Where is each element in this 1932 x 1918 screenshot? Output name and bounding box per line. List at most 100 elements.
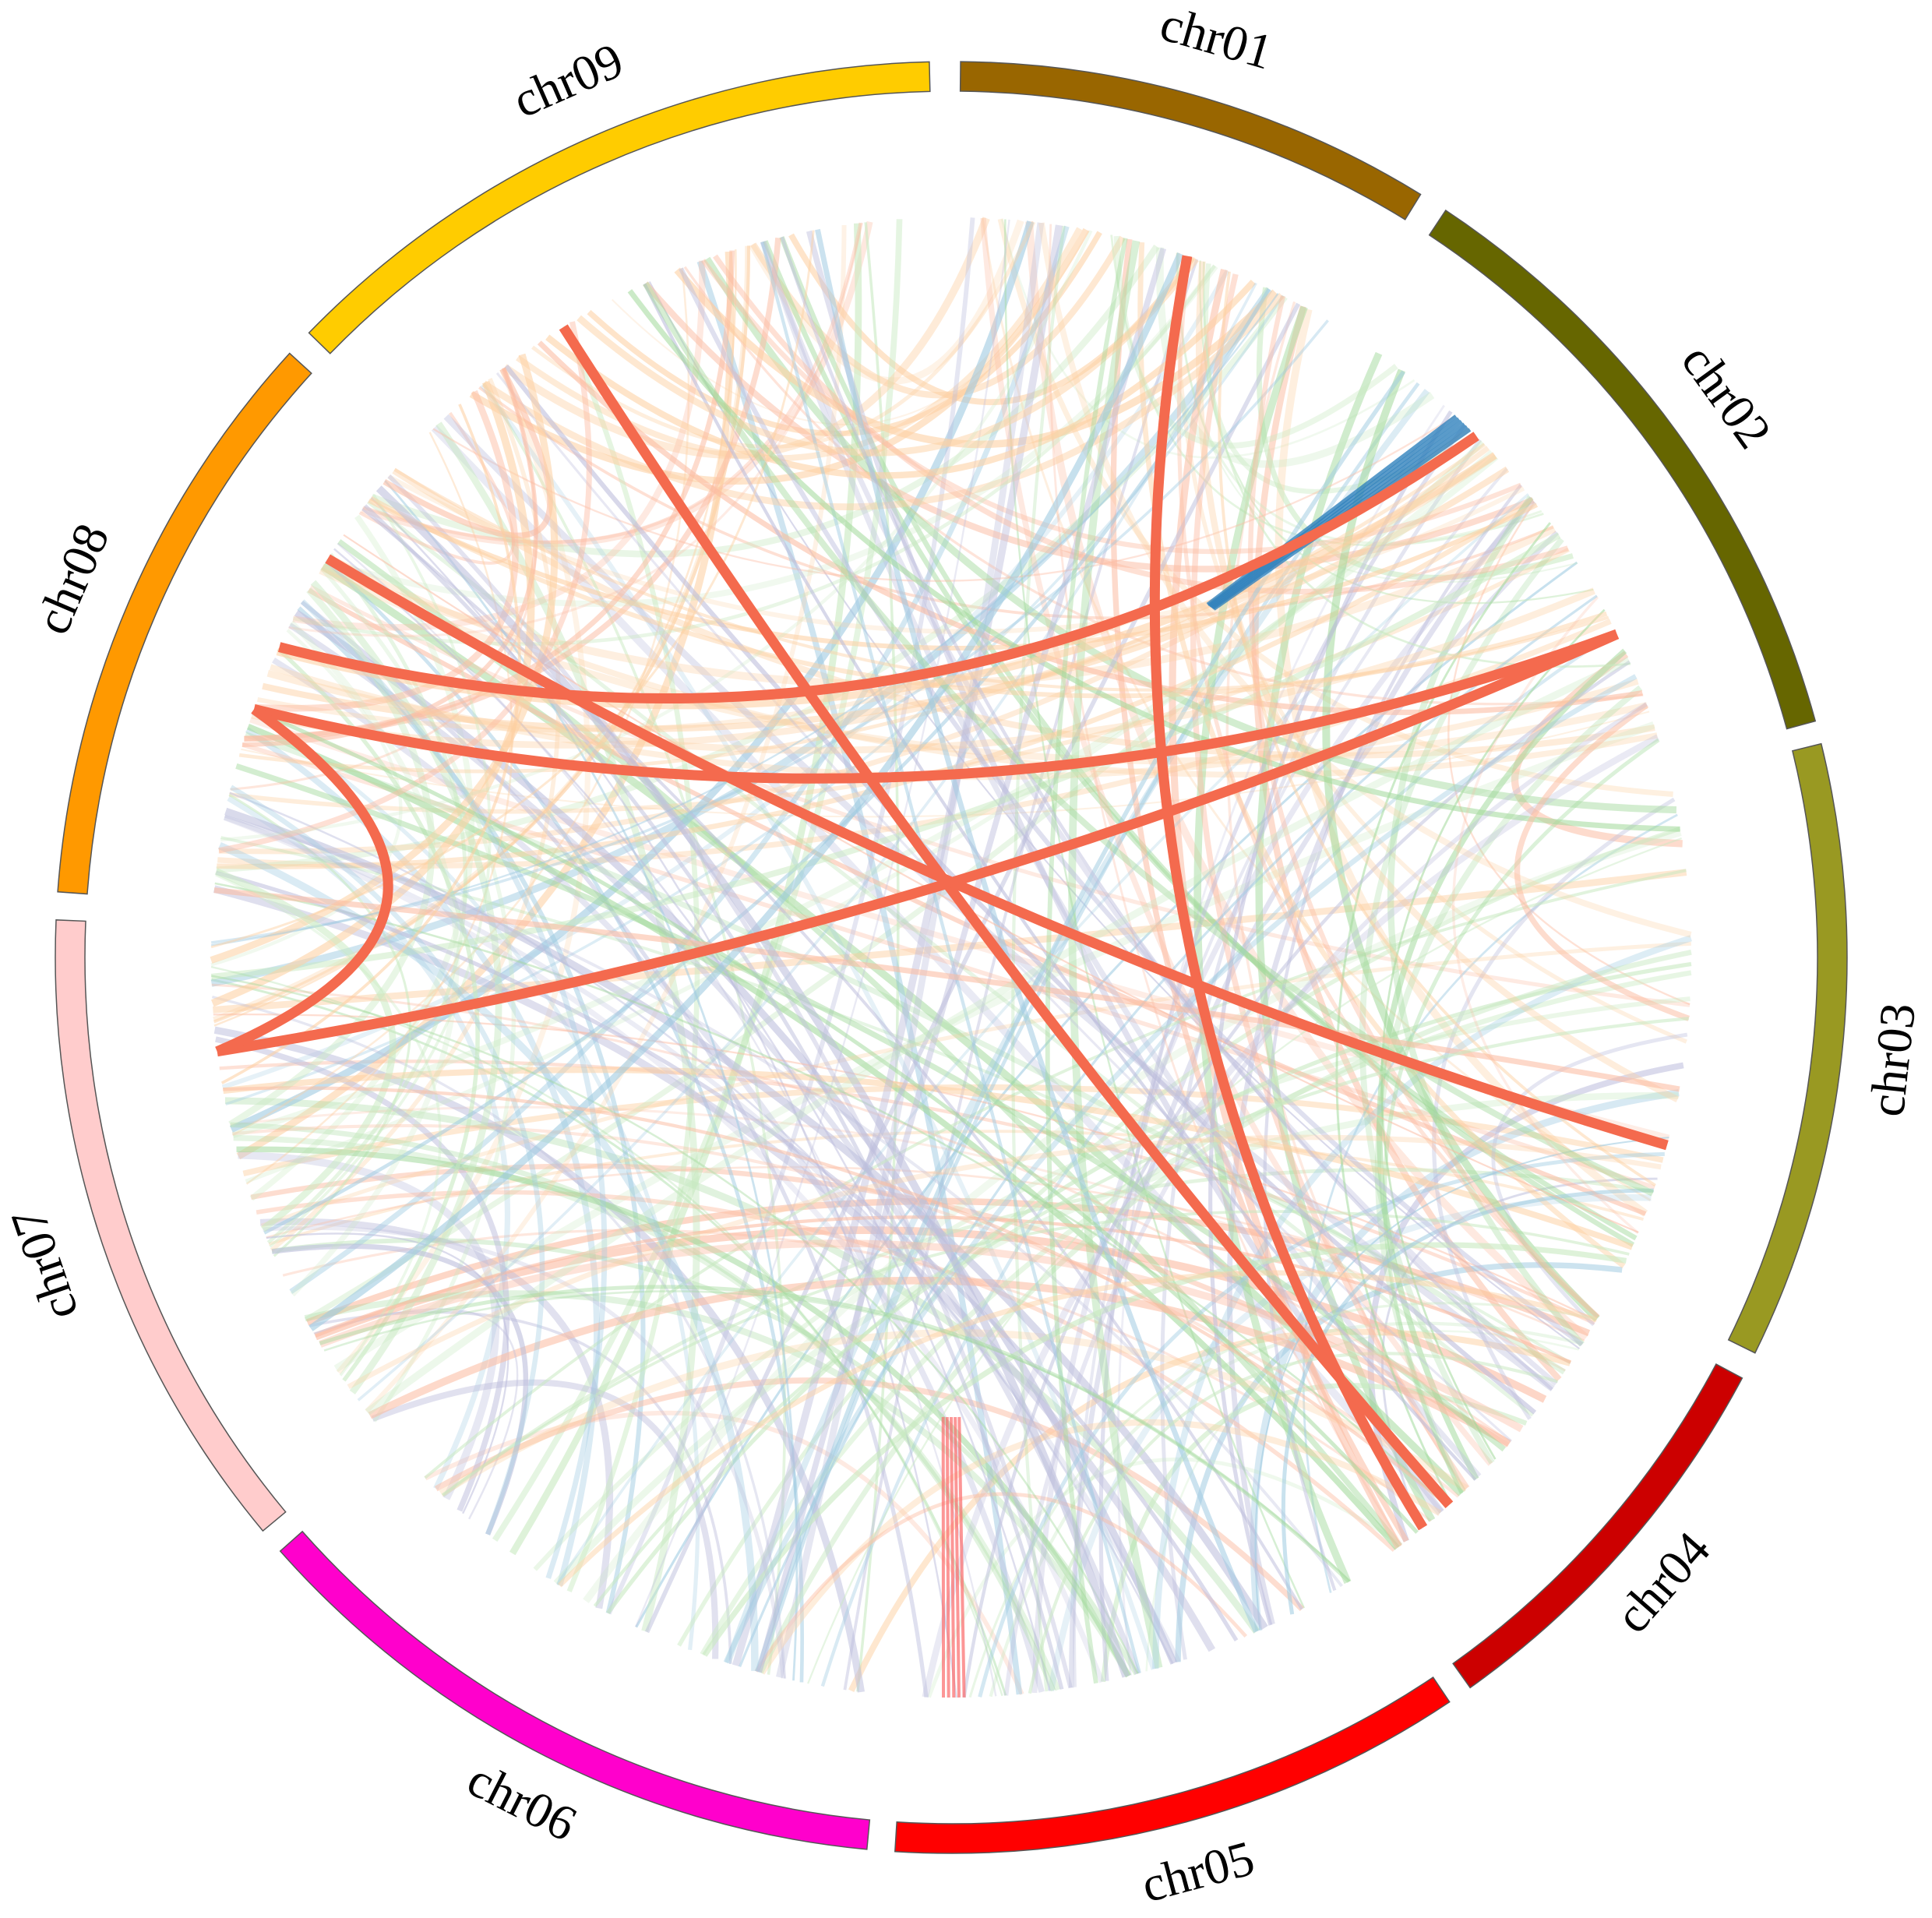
link [989,1321,1583,1698]
link [587,231,1102,437]
link [214,882,1448,1508]
link [260,941,1691,1228]
link [249,514,475,1201]
link [223,815,1105,1684]
link [1038,222,1692,938]
chromosome-arc [959,61,1422,220]
link [224,807,1268,1631]
link [1190,273,1470,1490]
link [760,240,1482,1479]
link [269,494,492,1248]
link [289,620,460,1297]
link [365,224,847,1413]
link [954,1416,961,1698]
link [252,708,1419,1534]
link [215,873,442,1377]
link [392,467,1655,759]
link [1100,1383,1528,1683]
link [213,869,1687,1014]
link [1113,235,1398,449]
link [1281,1188,1654,1615]
link [220,404,521,1084]
highlight-link [277,432,1479,703]
link [432,414,1457,582]
link [361,220,873,548]
link [368,1276,1511,1447]
link [387,474,1073,1689]
link [319,1239,1524,1433]
link [758,949,1692,1674]
link [492,219,903,1542]
link [1274,309,1648,1217]
link [674,267,1278,449]
link [643,281,1655,1197]
link [1247,295,1600,1319]
link [300,599,608,1579]
chromosome-label: chr01 [1155,0,1279,80]
link [1176,252,1578,584]
link [820,629,1617,1687]
link [439,1329,1468,1497]
link [843,259,1199,1691]
link [533,996,1690,1571]
link [1110,234,1544,547]
link [263,1225,786,1679]
link [210,629,403,967]
link [482,383,786,1675]
highlight-link [1149,255,1428,1531]
link [435,421,700,1632]
link [700,970,1692,1656]
link [220,836,1571,1365]
link [210,319,1329,944]
chromosome-arc [57,352,312,895]
link [310,580,502,1394]
link [276,452,1497,710]
link [1218,271,1656,1187]
link [756,247,1167,1673]
link [217,842,759,1671]
link [502,217,990,459]
chromosome-arc [1428,209,1817,730]
link [703,256,1677,814]
chromosome-label: chr03 [1859,1000,1926,1119]
link [365,657,1631,1416]
link [313,1308,519,1520]
link [288,222,863,637]
link [754,1492,1248,1673]
chromosome-label: chr02 [1671,334,1782,459]
link [634,219,1010,1627]
link [347,1134,1662,1390]
highlight-link [325,554,1669,1151]
link [750,235,1126,399]
link [1252,305,1562,1382]
link [760,241,1141,1674]
link [266,587,1595,754]
link [211,996,787,1679]
link [319,1285,1351,1583]
link [1226,496,1534,1625]
link [1004,219,1306,1609]
link [1137,242,1626,1268]
chromosome-arc [1452,1363,1743,1689]
link [780,236,1553,1391]
link [362,222,863,545]
link [481,292,1285,510]
link [224,1097,1260,1634]
highlighted-links [215,255,1669,1531]
link [214,868,397,1232]
link [1176,252,1542,545]
ideogram-ring [55,61,1848,1854]
link [224,815,1181,1663]
link [308,252,1184,1331]
link [627,289,1680,832]
link [230,220,1035,1133]
link [1028,1352,1559,1694]
link [242,1084,1664,1177]
link [713,254,1569,594]
link [723,674,1638,1664]
link [563,324,700,1592]
link [393,468,1609,692]
link [606,217,975,1615]
link [927,1457,1403,1698]
